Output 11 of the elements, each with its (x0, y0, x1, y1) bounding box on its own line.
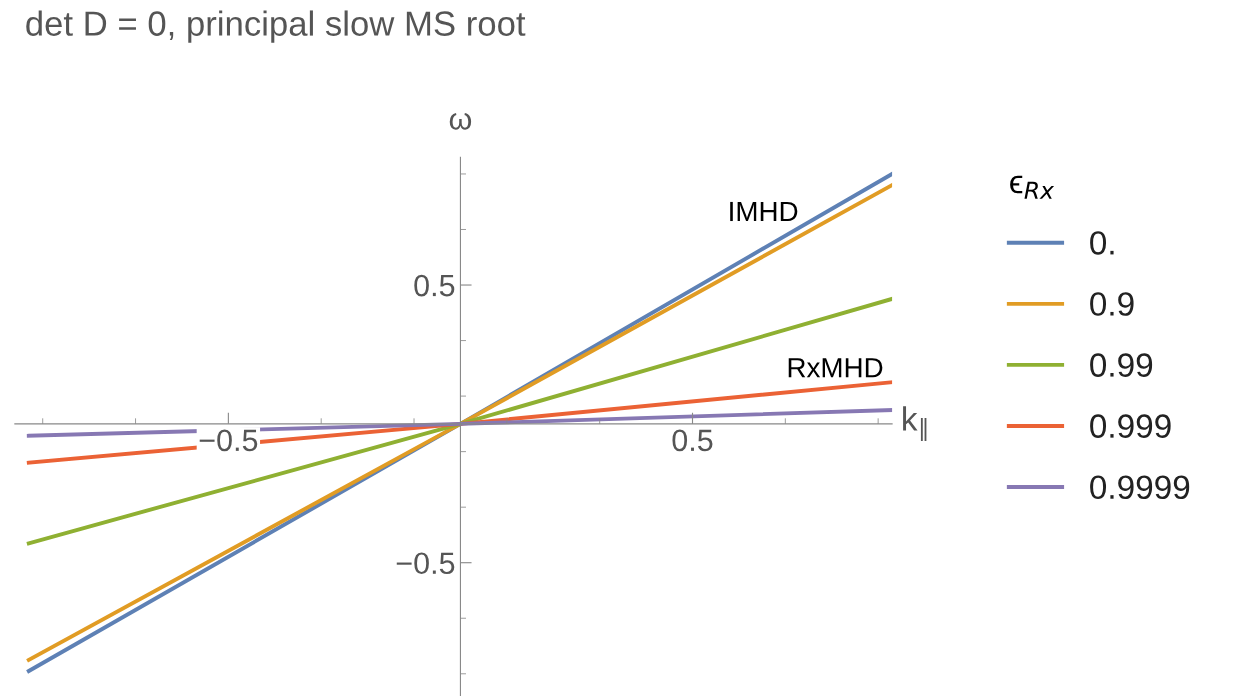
legend-label: 0. (1090, 231, 1114, 255)
legend-title: ϵ$_{Rx}$ (1010, 175, 1055, 199)
y-axis-title: ω (449, 112, 472, 130)
chart-title: det D = 0, principal slow MS root (26, 10, 526, 43)
annotation: RxMHD (788, 358, 883, 378)
annotation: IMHD (730, 201, 798, 222)
legend-label: 0.9999 (1090, 475, 1190, 500)
legend-label: 0.999 (1090, 414, 1171, 438)
legend-label: 0.99 (1090, 353, 1153, 377)
legend-label: 0.9 (1090, 292, 1134, 316)
x-axis-title: k$_{∥}$ (903, 406, 927, 441)
